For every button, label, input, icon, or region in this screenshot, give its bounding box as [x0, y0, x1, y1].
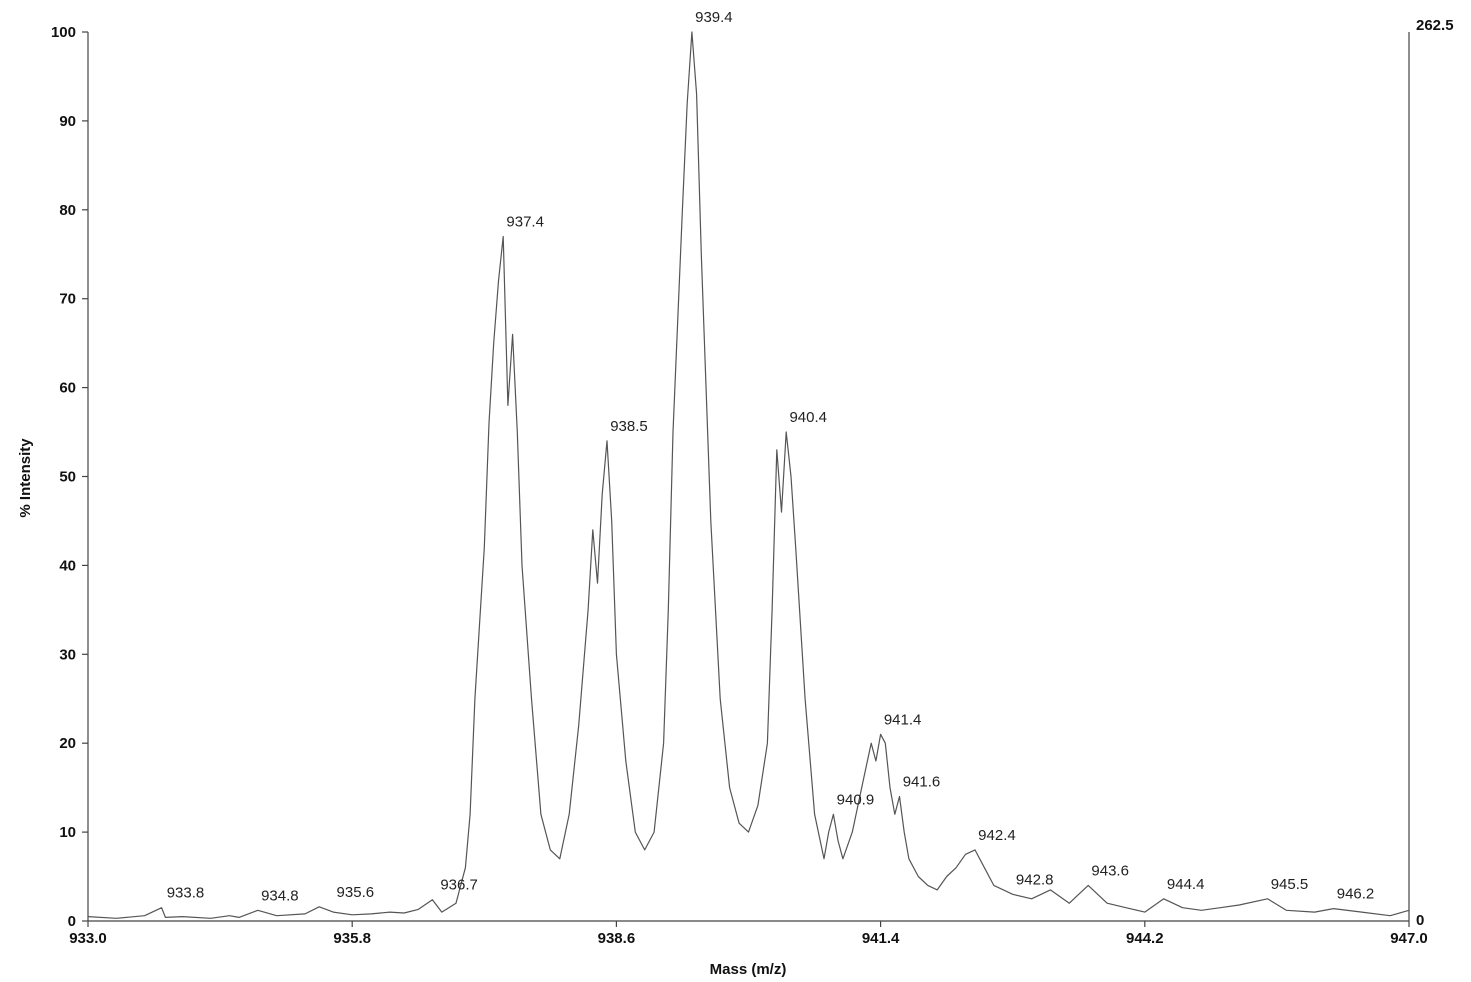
y-tick-label: 40 [59, 557, 76, 574]
x-tick-label: 947.0 [1390, 930, 1428, 947]
x-tick-label: 938.6 [598, 930, 636, 947]
peak-label: 940.4 [789, 409, 827, 426]
peak-label: 939.4 [695, 9, 733, 26]
x-axis-ticks: 933.0 935.8 938.6 941.4 944.2 947.0 [69, 921, 1428, 947]
y-axis-ticks: 0 10 20 30 40 50 60 70 80 90 100 [51, 24, 88, 930]
right-axis-min-label: 0 [1416, 912, 1424, 929]
peak-label: 937.4 [506, 213, 544, 230]
peak-label: 944.4 [1167, 876, 1205, 893]
peak-labels: 933.8 934.8 935.6 936.7 937.4 938.5 939.4 940.4… [167, 9, 1375, 904]
peak-label: 935.6 [337, 884, 375, 901]
peak-label: 938.5 [610, 418, 648, 435]
peak-label: 942.4 [978, 827, 1016, 844]
y-tick-label: 10 [59, 824, 76, 841]
peak-label: 934.8 [261, 887, 299, 904]
spectrum-line [87, 31, 1410, 919]
y-tick-label: 20 [59, 735, 76, 752]
peak-label: 933.8 [167, 885, 205, 902]
peak-label: 942.8 [1016, 871, 1054, 888]
peak-label: 941.6 [903, 774, 941, 791]
x-tick-label: 941.4 [862, 930, 900, 947]
y-axis-title: % Intensity [17, 438, 34, 518]
y-tick-label: 30 [59, 646, 76, 663]
y-tick-label: 80 [59, 202, 76, 219]
y-tick-label: 70 [59, 291, 76, 308]
y-tick-label: 100 [51, 24, 76, 41]
peak-label: 941.4 [884, 711, 922, 728]
x-tick-label: 944.2 [1126, 930, 1164, 947]
peak-label: 936.7 [440, 877, 478, 894]
x-tick-label: 933.0 [69, 930, 107, 947]
x-tick-label: 935.8 [333, 930, 371, 947]
peak-label: 945.5 [1271, 876, 1309, 893]
y-tick-label: 50 [59, 469, 76, 486]
spectrum-series [87, 31, 1410, 919]
peak-label: 946.2 [1337, 886, 1375, 903]
peak-label: 943.6 [1091, 862, 1129, 879]
right-axis-max-label: 262.5 [1416, 17, 1454, 34]
y-tick-label: 60 [59, 380, 76, 397]
peak-label: 940.9 [837, 791, 875, 808]
y-tick-label: 0 [68, 913, 76, 930]
y-tick-label: 90 [59, 113, 76, 130]
x-axis-title: Mass (m/z) [710, 961, 787, 978]
